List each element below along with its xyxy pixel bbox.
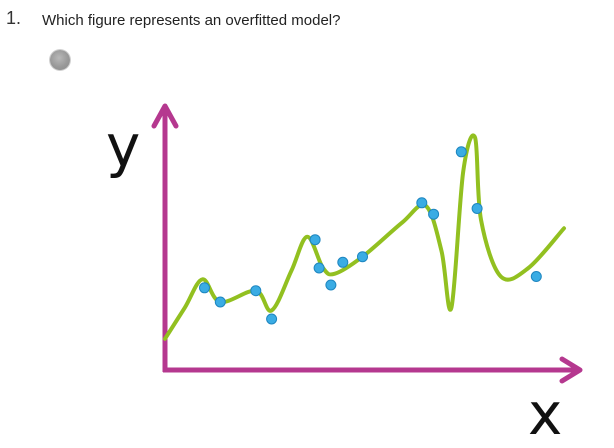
data-point-13 [471,203,483,214]
data-point-6 [313,262,325,274]
y-axis-label: y [106,112,140,180]
y-axis-arrowhead [151,103,179,129]
question-header: 1. Which figure represents an overfitted… [0,0,614,40]
overfitted-curve [163,133,566,341]
data-point-10 [416,197,428,209]
data-point-4 [266,313,278,325]
data-point-2 [214,296,226,308]
data-point-8 [337,256,349,268]
x-axis-label: x [528,380,562,448]
data-point-12 [455,146,467,158]
question-text: Which figure represents an overfitted mo… [42,12,341,29]
answer-radio-button[interactable] [50,50,70,70]
data-point-7 [325,279,337,291]
data-point-5 [309,234,321,246]
x-axis-arrowhead [559,356,583,384]
data-point-1 [199,282,210,294]
data-points [199,146,542,325]
data-point-9 [357,251,368,263]
data-point-11 [428,208,440,220]
data-point-14 [530,271,542,282]
chart-axes [151,103,583,384]
data-point-3 [250,285,262,297]
question-number: 1. [6,8,22,28]
